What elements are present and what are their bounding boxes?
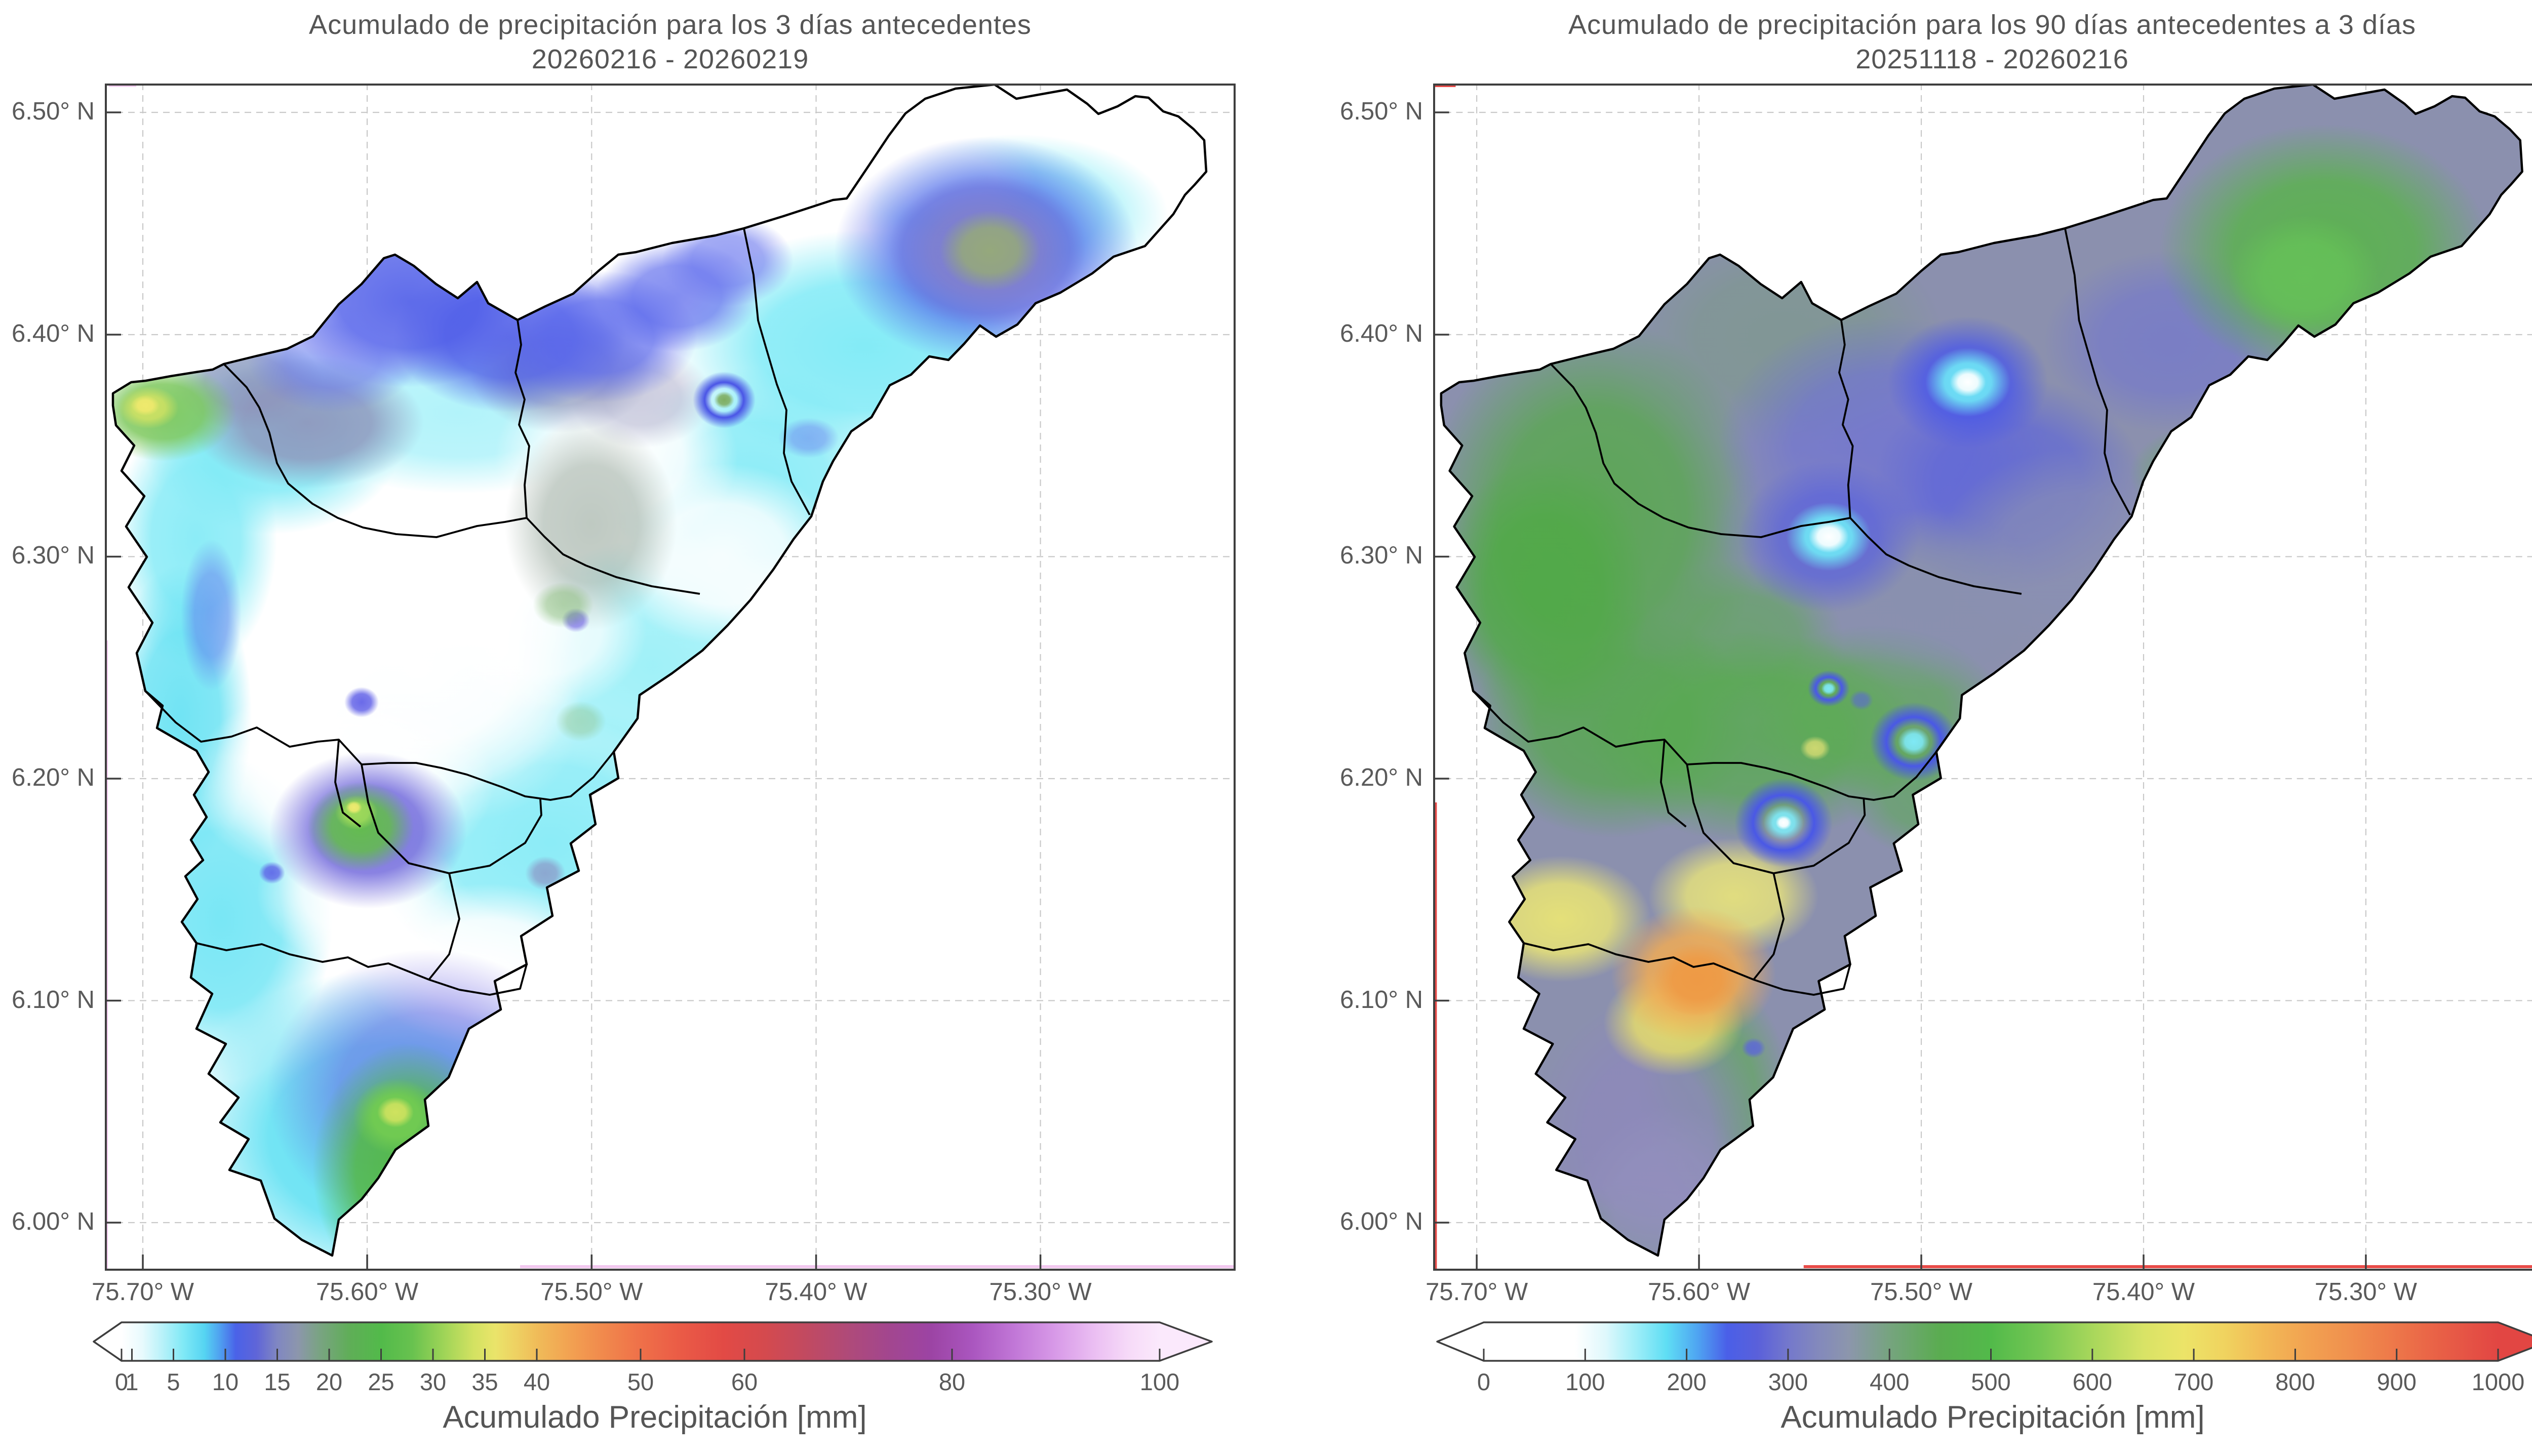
precipitation-field — [1441, 85, 2522, 1256]
colorbar-tick-label: 0 — [1477, 1368, 1491, 1395]
colorbar-tick-label: 30 — [419, 1368, 447, 1395]
colorbar-tick-label: 50 — [627, 1368, 654, 1395]
colorbar-tick-marks — [121, 1349, 1161, 1360]
map-plot-3day — [105, 84, 1236, 1271]
x-tick-label: 75.30° W — [2314, 1278, 2417, 1306]
panel-subtitle: 20251118 - 20260216 — [1855, 44, 2129, 74]
map-plot-90day — [1433, 84, 2532, 1271]
colorbar-tick-label: 500 — [1971, 1368, 2011, 1395]
x-tick-label: 75.50° W — [540, 1278, 643, 1306]
colorbar-tick-label: 15 — [264, 1368, 291, 1395]
colorbar-tick-label: 100 — [1565, 1368, 1605, 1395]
colorbar-tick-label: 5 — [167, 1368, 180, 1395]
y-tick-label: 6.50° N — [12, 97, 95, 125]
precipitation-field — [113, 85, 1206, 1256]
panel-subtitle: 20260216 - 20260219 — [531, 44, 809, 74]
colorbar-tick-label: 25 — [368, 1368, 394, 1395]
y-tick-label: 6.40° N — [12, 319, 95, 347]
colorbar-tick-label: 300 — [1768, 1368, 1808, 1395]
y-tick-label: 6.30° N — [12, 542, 95, 570]
x-tick-label: 75.70° W — [1426, 1278, 1528, 1306]
x-tick-label: 75.40° W — [2092, 1278, 2195, 1306]
axis-tick-marks — [106, 111, 1042, 1269]
colorbar-tick-label: 20 — [315, 1368, 343, 1395]
basin-outline — [1440, 84, 2523, 1257]
basin-outline — [111, 84, 1208, 1257]
colorbar-tick-label: 100 — [1139, 1368, 1180, 1395]
colorbar-label: Acumulado Precipitación [mm] — [1781, 1400, 2205, 1435]
y-tick-label: 6.20° N — [1340, 763, 1423, 791]
y-tick-label: 6.20° N — [12, 763, 95, 791]
panel-title: Acumulado de precipitación para los 90 d… — [1568, 10, 2417, 40]
plot-frame — [1433, 84, 2532, 1271]
colorbar-tick-label: 600 — [2072, 1368, 2112, 1395]
colorbar-90day — [1436, 1321, 2532, 1362]
colorbar-tick-label: 200 — [1667, 1368, 1707, 1395]
x-tick-label: 75.40° W — [765, 1278, 867, 1306]
colorbar-bar — [1436, 1321, 2532, 1362]
x-tick-label: 75.50° W — [1870, 1278, 1973, 1306]
colorbar-tick-label: 35 — [471, 1368, 498, 1395]
colorbar-tick-label: 1000 — [2471, 1368, 2525, 1395]
y-tick-label: 6.40° N — [1340, 319, 1423, 347]
y-tick-label: 6.00° N — [12, 1208, 95, 1236]
municipal-boundaries — [1472, 228, 2131, 996]
colorbar-tick-marks — [1483, 1349, 2499, 1360]
colorbar-tick-label: 1 — [125, 1368, 139, 1395]
colorbar-label: Acumulado Precipitación [mm] — [443, 1400, 867, 1435]
y-tick-label: 6.30° N — [1340, 542, 1423, 570]
x-tick-label: 75.30° W — [989, 1278, 1092, 1306]
y-tick-label: 6.50° N — [1340, 97, 1423, 125]
municipal-boundaries — [144, 228, 811, 996]
plot-frame — [105, 84, 1236, 1271]
y-tick-label: 6.10° N — [12, 986, 95, 1014]
colorbar-tick-label: 700 — [2173, 1368, 2214, 1395]
panel-title: Acumulado de precipitación para los 3 dí… — [309, 10, 1032, 40]
x-tick-label: 75.60° W — [316, 1278, 419, 1306]
y-tick-label: 6.10° N — [1340, 986, 1423, 1014]
colorbar-tick-label: 80 — [938, 1368, 966, 1395]
x-tick-label: 75.70° W — [91, 1278, 194, 1306]
colorbar-tick-label: 400 — [1869, 1368, 1910, 1395]
colorbar-tick-label: 900 — [2377, 1368, 2417, 1395]
colorbar-tick-label: 800 — [2275, 1368, 2315, 1395]
colorbar-tick-label: 60 — [731, 1368, 758, 1395]
axis-tick-marks — [1434, 111, 2367, 1269]
y-tick-label: 6.00° N — [1340, 1208, 1423, 1236]
colorbar-3day — [93, 1321, 1213, 1362]
colorbar-tick-label: 10 — [212, 1368, 239, 1395]
colorbar-bar — [93, 1321, 1213, 1362]
colorbar-tick-label: 0 — [114, 1368, 129, 1395]
colorbar-tick-label: 40 — [523, 1368, 550, 1395]
x-tick-label: 75.60° W — [1648, 1278, 1751, 1306]
